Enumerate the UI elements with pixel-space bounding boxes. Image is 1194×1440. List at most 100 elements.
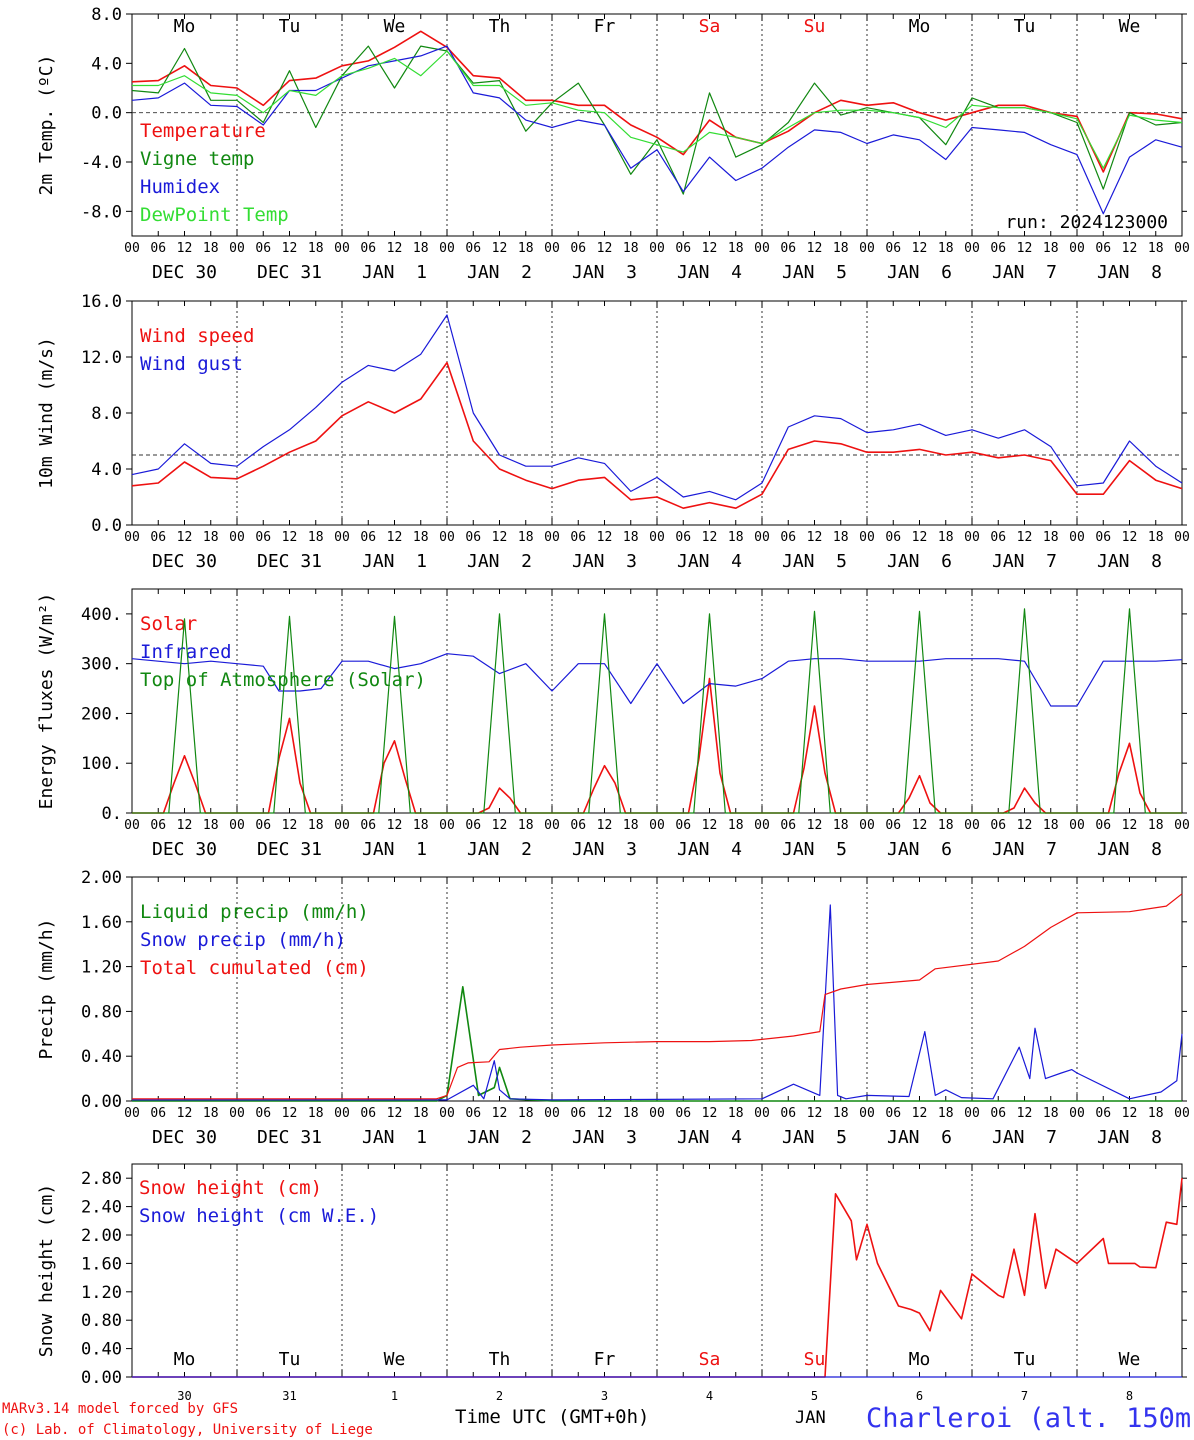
y-axis-label: Energy fluxes (W/m²) bbox=[36, 593, 57, 810]
legend-entry: Temperature bbox=[140, 120, 266, 142]
legend-entry: Infrared bbox=[140, 641, 232, 663]
hour-label: 18 bbox=[203, 1106, 219, 1121]
series-line-total-cumulated-cm- bbox=[132, 893, 1183, 1100]
weekday-label: Sa bbox=[699, 1349, 721, 1370]
weekday-label: Tu bbox=[279, 16, 301, 37]
bottom-day-number: 2 bbox=[496, 1389, 503, 1403]
weekday-label: Mo bbox=[174, 1349, 196, 1370]
hour-label: 18 bbox=[833, 530, 849, 545]
hour-label: 00 bbox=[859, 1106, 875, 1121]
legend-entry: Snow precip (mm/h) bbox=[140, 929, 346, 951]
hour-label: 12 bbox=[492, 530, 508, 545]
y-tick-label: 0.0 bbox=[91, 516, 122, 536]
date-label: DEC 31 bbox=[257, 262, 322, 283]
hour-label: 18 bbox=[728, 530, 744, 545]
bottom-month-label: JAN bbox=[795, 1408, 826, 1428]
hour-label: 00 bbox=[124, 241, 140, 256]
hour-label: 18 bbox=[623, 530, 639, 545]
weekday-label: Fr bbox=[594, 16, 616, 37]
hour-label: 18 bbox=[938, 1106, 954, 1121]
hour-label: 12 bbox=[177, 241, 193, 256]
series-line-snow-height-cm- bbox=[132, 1178, 1183, 1378]
hour-label: 12 bbox=[177, 1106, 193, 1121]
hour-label: 06 bbox=[1095, 818, 1111, 833]
legend-entry: DewPoint Temp bbox=[140, 204, 289, 226]
hour-label: 00 bbox=[544, 1106, 560, 1121]
hour-label: 18 bbox=[938, 818, 954, 833]
date-label: JAN 5 bbox=[782, 1127, 847, 1148]
weekday-label: Fr bbox=[594, 1349, 616, 1370]
hour-label: 06 bbox=[150, 241, 166, 256]
hour-label: 06 bbox=[465, 241, 481, 256]
date-label: JAN 2 bbox=[467, 1127, 532, 1148]
hour-label: 12 bbox=[702, 818, 718, 833]
hour-label: 06 bbox=[360, 530, 376, 545]
weekday-label: Mo bbox=[909, 1349, 931, 1370]
hour-label: 12 bbox=[912, 818, 928, 833]
series-line-snow-precip-mm-h- bbox=[132, 904, 1183, 1101]
weekday-label: Mo bbox=[174, 16, 196, 37]
hour-label: 06 bbox=[465, 530, 481, 545]
hour-label: 18 bbox=[203, 818, 219, 833]
date-label: JAN 1 bbox=[362, 1127, 427, 1148]
hour-label: 00 bbox=[229, 1106, 245, 1121]
series-line-wind-speed bbox=[131, 361, 1183, 510]
hour-label: 00 bbox=[964, 241, 980, 256]
hour-label: 00 bbox=[229, 241, 245, 256]
hour-label: 00 bbox=[754, 241, 770, 256]
y-tick-label: 0.40 bbox=[81, 1047, 122, 1067]
hour-label: 12 bbox=[807, 1106, 823, 1121]
hour-label: 18 bbox=[518, 1106, 534, 1121]
hour-label: 06 bbox=[885, 530, 901, 545]
bottom-day-number: 6 bbox=[916, 1389, 923, 1403]
hour-label: 12 bbox=[702, 530, 718, 545]
y-tick-label: 200. bbox=[81, 704, 122, 724]
hour-label: 12 bbox=[807, 818, 823, 833]
bottom-day-number: 5 bbox=[811, 1389, 818, 1403]
y-tick-label: 1.20 bbox=[81, 1283, 122, 1303]
hour-label: 06 bbox=[1095, 1106, 1111, 1121]
date-label: JAN 3 bbox=[572, 1127, 637, 1148]
y-tick-label: 4.0 bbox=[91, 54, 122, 74]
date-label: DEC 31 bbox=[257, 551, 322, 572]
hour-label: 00 bbox=[1174, 530, 1190, 545]
hour-label: 06 bbox=[780, 818, 796, 833]
bottom-day-number: 3 bbox=[601, 1389, 608, 1403]
hour-label: 18 bbox=[308, 818, 324, 833]
hour-label: 12 bbox=[1017, 530, 1033, 545]
hour-label: 06 bbox=[885, 241, 901, 256]
hour-label: 06 bbox=[150, 818, 166, 833]
date-label: JAN 3 bbox=[572, 262, 637, 283]
panel-5: 2.80 2.40 2.00 1.60 1.20 0.80 0.40 0.00 Snow hei… bbox=[36, 1163, 1187, 1403]
hour-label: 18 bbox=[833, 241, 849, 256]
hour-label: 12 bbox=[177, 818, 193, 833]
hour-label: 12 bbox=[702, 1106, 718, 1121]
hour-label: 18 bbox=[413, 241, 429, 256]
date-label: JAN 1 bbox=[362, 262, 427, 283]
hour-label: 12 bbox=[492, 241, 508, 256]
series-line-infrared bbox=[131, 653, 1183, 707]
hour-label: 12 bbox=[1122, 241, 1138, 256]
hour-label: 18 bbox=[413, 818, 429, 833]
date-label: DEC 30 bbox=[152, 262, 217, 283]
hour-label: 00 bbox=[1174, 241, 1190, 256]
date-label: JAN 4 bbox=[677, 262, 742, 283]
hour-label: 00 bbox=[1069, 1106, 1085, 1121]
weekday-label: We bbox=[1119, 1349, 1141, 1370]
y-tick-label: 0.0 bbox=[91, 104, 122, 124]
date-label: JAN 1 bbox=[362, 551, 427, 572]
y-axis-label: Precip (mm/h) bbox=[36, 919, 57, 1060]
hour-label: 00 bbox=[754, 818, 770, 833]
hour-label: 06 bbox=[360, 241, 376, 256]
weekday-label: Tu bbox=[279, 1349, 301, 1370]
hour-label: 18 bbox=[938, 241, 954, 256]
hour-label: 18 bbox=[308, 530, 324, 545]
y-tick-label: 1.60 bbox=[81, 913, 122, 933]
weekday-label: Su bbox=[804, 1349, 826, 1370]
date-label: JAN 1 bbox=[362, 839, 427, 860]
legend-entry: Humidex bbox=[140, 176, 220, 198]
hour-label: 06 bbox=[780, 530, 796, 545]
y-axis-label: 10m Wind (m/s) bbox=[36, 337, 57, 489]
date-label: JAN 6 bbox=[887, 551, 952, 572]
